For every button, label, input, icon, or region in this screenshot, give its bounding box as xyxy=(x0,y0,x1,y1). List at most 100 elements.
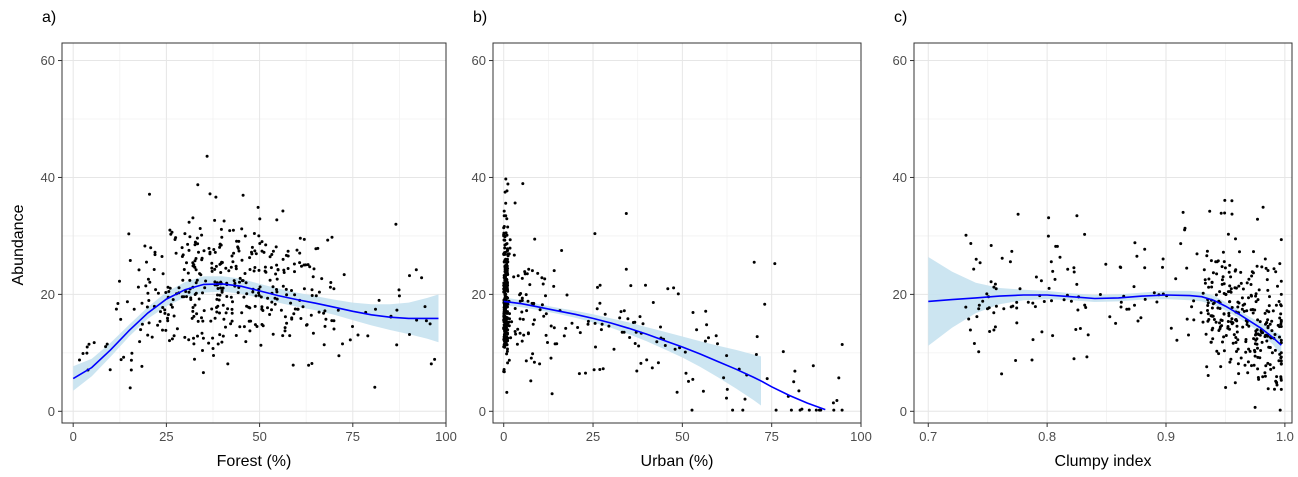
data-point xyxy=(202,249,206,253)
data-point xyxy=(691,311,695,314)
x-tick-label: 1.0 xyxy=(1276,429,1294,444)
data-point xyxy=(644,283,647,287)
data-point xyxy=(191,216,195,220)
data-point xyxy=(220,340,224,344)
y-axis-title: Abundance xyxy=(10,204,27,285)
data-point xyxy=(1205,365,1209,369)
data-point xyxy=(530,269,534,273)
data-point xyxy=(508,312,511,316)
data-point xyxy=(188,278,192,282)
data-point xyxy=(552,269,556,273)
data-point xyxy=(701,389,705,393)
data-point xyxy=(282,268,286,272)
data-point xyxy=(502,320,506,324)
panel-border xyxy=(492,42,862,424)
data-point xyxy=(1242,309,1246,313)
data-point xyxy=(1049,260,1053,264)
data-point xyxy=(544,312,548,316)
data-point xyxy=(1223,266,1227,270)
data-point xyxy=(1249,293,1253,297)
data-point xyxy=(1206,309,1209,312)
data-point xyxy=(1169,326,1173,330)
data-point xyxy=(641,322,645,326)
data-point xyxy=(161,328,164,332)
data-point xyxy=(1221,340,1224,344)
data-point xyxy=(420,276,424,280)
data-point xyxy=(302,287,306,291)
data-point xyxy=(797,389,801,393)
data-point xyxy=(305,323,309,327)
data-point xyxy=(172,314,176,318)
data-point xyxy=(538,362,542,366)
data-point xyxy=(302,237,306,241)
data-point xyxy=(1034,275,1038,279)
x-tick-label: 50 xyxy=(675,429,689,444)
data-point xyxy=(191,309,195,313)
data-point xyxy=(1235,330,1239,334)
data-point xyxy=(249,319,253,323)
data-point xyxy=(1234,237,1237,241)
data-point xyxy=(1051,334,1055,338)
data-point xyxy=(502,315,506,319)
data-point xyxy=(1266,324,1270,328)
data-point xyxy=(622,309,626,313)
data-point xyxy=(195,278,199,282)
data-point xyxy=(503,331,507,335)
data-point xyxy=(1261,331,1265,335)
data-point xyxy=(192,314,196,318)
data-point xyxy=(1009,305,1013,309)
data-point xyxy=(1277,359,1281,363)
data-point xyxy=(210,261,214,265)
data-point xyxy=(210,307,214,311)
data-point xyxy=(348,338,352,342)
data-point xyxy=(502,304,506,308)
data-point xyxy=(1230,199,1234,203)
data-point xyxy=(1209,314,1213,318)
data-point xyxy=(208,252,212,256)
data-point xyxy=(506,347,509,351)
data-point xyxy=(564,326,568,330)
data-point xyxy=(1230,212,1234,216)
data-point xyxy=(1026,300,1030,304)
data-point xyxy=(268,255,272,259)
data-point xyxy=(1127,307,1131,311)
data-point xyxy=(192,336,195,340)
data-point xyxy=(1118,265,1122,269)
data-point xyxy=(196,242,200,246)
data-point xyxy=(150,335,154,339)
data-point xyxy=(684,371,688,375)
data-point xyxy=(129,368,133,372)
data-point xyxy=(1226,290,1230,294)
data-point xyxy=(226,362,230,366)
data-point xyxy=(1256,346,1259,350)
data-point xyxy=(628,336,632,339)
data-point xyxy=(707,336,710,340)
data-point xyxy=(992,285,996,289)
data-point xyxy=(408,333,411,336)
data-point xyxy=(194,257,198,260)
data-point xyxy=(595,307,599,311)
data-point xyxy=(1030,358,1034,362)
data-point xyxy=(282,271,286,274)
data-point xyxy=(153,253,157,257)
data-point xyxy=(366,334,370,338)
data-point xyxy=(293,293,297,297)
data-point xyxy=(260,305,264,309)
data-point xyxy=(518,293,522,297)
data-point xyxy=(215,306,218,309)
data-point xyxy=(145,305,149,309)
data-point xyxy=(328,285,332,289)
data-point xyxy=(164,291,168,294)
data-point xyxy=(200,331,204,335)
data-point xyxy=(258,242,262,245)
data-point xyxy=(1143,297,1147,301)
data-point xyxy=(308,265,312,269)
data-point xyxy=(163,311,167,315)
data-point xyxy=(329,281,333,284)
data-point xyxy=(1202,268,1206,272)
data-point xyxy=(218,262,222,266)
data-point xyxy=(377,298,381,302)
data-point xyxy=(1279,356,1283,360)
data-point xyxy=(1276,284,1279,288)
data-point xyxy=(281,334,285,338)
